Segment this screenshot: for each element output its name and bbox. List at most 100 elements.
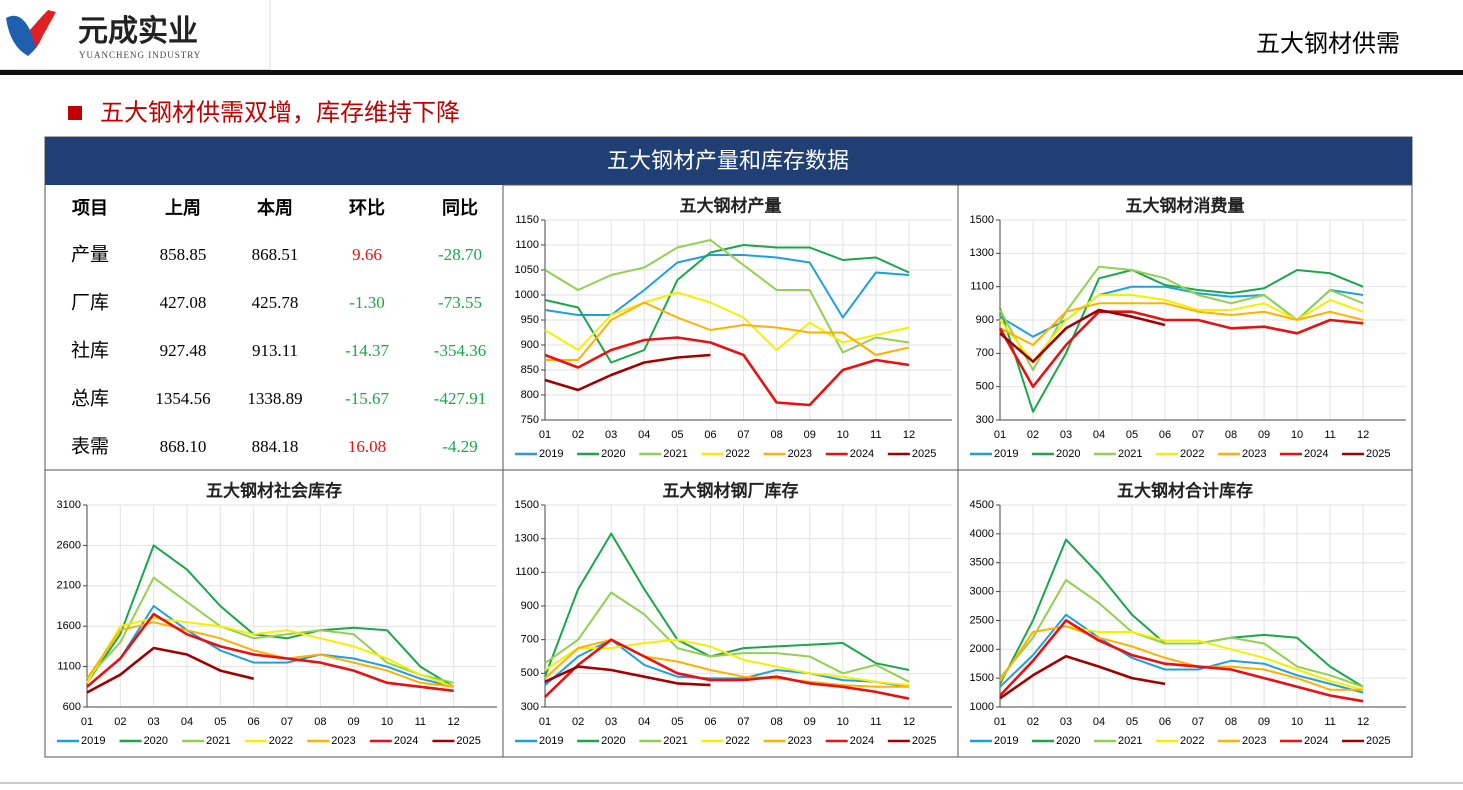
y-tick-label: 1100 [970,281,994,293]
series-line [999,579,1364,688]
series-line [544,239,910,354]
x-tick-label: 10 [1291,429,1303,441]
series-line [999,613,1364,694]
legend-label: 2025 [456,735,480,747]
x-tick-label: 01 [539,429,551,441]
page-title: 五大钢材供需 [1256,30,1400,57]
table-cell: 表需 [71,435,109,457]
legend-label: 2022 [725,735,749,747]
table-cell: 858.85 [160,245,207,264]
table-cell: -427.91 [434,389,486,408]
x-tick-label: 05 [671,429,683,441]
table-cell: -4.29 [442,437,477,456]
legend-label: 2024 [850,735,874,747]
table-cell: 产量 [71,243,109,265]
x-tick-label: 02 [114,716,126,728]
legend-label: 2019 [81,735,105,747]
table-cell: 884.18 [252,437,299,456]
chart-title: 五大钢材合计库存 [1117,480,1253,500]
chart-title: 五大钢材钢厂库存 [663,480,799,500]
table-cell: 425.78 [252,293,299,312]
x-tick-label: 07 [737,716,749,728]
y-tick-label: 2500 [970,614,994,626]
y-tick-label: 1100 [515,566,539,578]
series-line [86,646,255,694]
series-line [86,605,454,688]
series-line [998,310,1364,388]
x-tick-label: 03 [605,429,617,441]
logo: 元成实业 YUANCHENG INDUSTRY [6,10,200,60]
x-tick-label: 09 [804,429,816,441]
x-tick-label: 01 [994,429,1006,441]
legend-label: 2024 [394,735,418,747]
x-tick-label: 05 [214,716,226,728]
x-tick-label: 12 [903,429,915,441]
table-header: 项目 [72,198,108,218]
table-cell: -28.70 [438,245,482,264]
x-tick-label: 03 [605,716,617,728]
legend-label: 2019 [994,735,1018,747]
legend-label: 2022 [1180,735,1204,747]
y-tick-label: 1100 [515,239,539,251]
y-tick-label: 1000 [515,289,539,301]
legend-label: 2020 [144,735,168,747]
series-line [544,591,910,683]
header-rule [0,70,1463,75]
y-tick-label: 900 [521,600,539,612]
x-tick-label: 10 [1291,716,1303,728]
x-tick-label: 08 [314,716,326,728]
series-line [544,638,910,687]
series-line [544,291,910,351]
y-tick-label: 500 [521,667,539,679]
x-tick-label: 04 [181,716,193,728]
x-tick-label: 11 [1324,429,1335,441]
y-tick-label: 1500 [515,499,539,511]
x-tick-label: 04 [638,716,650,728]
legend-label: 2022 [725,448,749,460]
y-tick-label: 600 [63,701,81,713]
x-tick-label: 10 [381,716,393,728]
x-tick-label: 08 [771,716,783,728]
x-tick-label: 09 [1258,429,1270,441]
x-tick-label: 10 [837,429,849,441]
x-tick-label: 07 [281,716,293,728]
legend-label: 2020 [1056,735,1080,747]
legend-label: 2021 [1118,448,1142,460]
series-line [999,302,1364,346]
y-tick-label: 1500 [970,214,994,226]
legend-label: 2024 [850,448,874,460]
x-tick-label: 06 [1159,716,1171,728]
legend-label: 2024 [1304,448,1328,460]
series-line [999,294,1364,363]
series-line [545,301,910,361]
x-tick-label: 04 [1093,716,1105,728]
y-tick-label: 4500 [970,499,994,511]
series-line [544,665,711,687]
legend-label: 2019 [539,735,563,747]
y-tick-label: 1600 [57,620,81,632]
legend-label: 2020 [1056,448,1080,460]
x-tick-label: 05 [671,716,683,728]
chart: 五大钢材合计库存 1000 1500 2000 2500 3000 3500 4000 4500… [970,480,1406,747]
y-tick-label: 2000 [970,643,994,655]
x-tick-label: 06 [704,716,716,728]
y-tick-label: 3500 [970,557,994,569]
x-tick-label: 11 [1324,716,1335,728]
table-cell: -15.67 [345,389,389,408]
series-line [544,336,910,407]
y-tick-label: 2100 [57,580,81,592]
x-tick-label: 07 [737,429,749,441]
y-tick-label: 750 [521,414,539,426]
x-tick-label: 03 [1060,716,1072,728]
x-tick-label: 05 [1126,429,1138,441]
legend-label: 2021 [206,735,230,747]
bullet [68,106,82,120]
x-tick-label: 11 [870,429,881,441]
table-cell: 1338.89 [247,389,302,408]
chart-title: 五大钢材社会库存 [206,480,342,500]
table-cell: -14.37 [345,341,389,360]
table-cell: 总库 [71,387,109,409]
x-tick-label: 01 [81,716,93,728]
cell-border [957,469,1413,758]
